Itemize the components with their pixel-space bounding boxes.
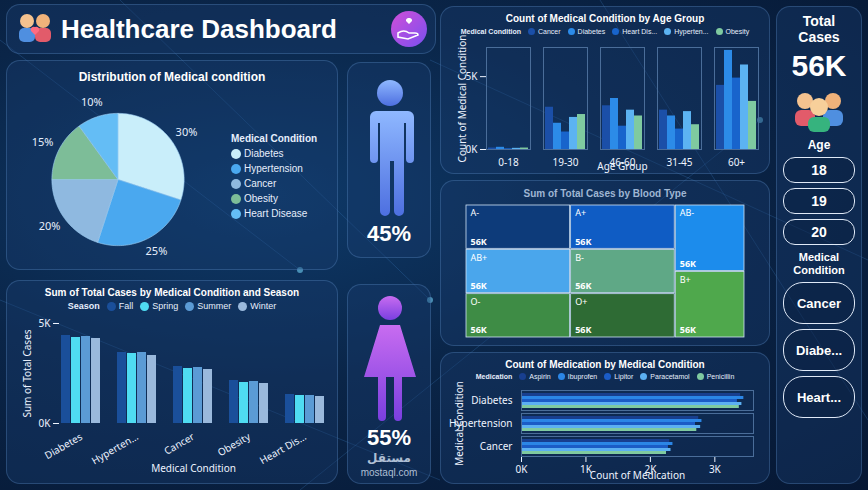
- html-text:Healthcare Dashboard: Healthcare Dashboard: [61, 14, 337, 44]
- html-text:Medical Condition: Medical Condition: [231, 133, 318, 144]
- svg-text:56K: 56K: [471, 235, 487, 248]
- svg-text:0-18: 0-18: [498, 155, 519, 169]
- svg-text:3K: 3K: [709, 462, 722, 476]
- html-text:20: 20: [811, 224, 827, 240]
- svg-text:56K: 56K: [680, 257, 696, 270]
- html-text:Penicillin: Penicillin: [706, 373, 735, 380]
- html-text:Diabetes: Diabetes: [244, 148, 284, 159]
- html-text:مستقل: مستقل: [367, 451, 411, 465]
- svg-text:Count of Medical Condition: Count of Medical Condition: [455, 35, 469, 163]
- svg-text:Cancer: Cancer: [161, 429, 196, 457]
- html-text:Aspirin: Aspirin: [529, 373, 551, 380]
- svg-text:0K: 0K: [516, 462, 529, 476]
- svg-text:31-45: 31-45: [666, 155, 692, 169]
- html-text:Distribution of Medical condit: Distribution of Medical condition: [78, 70, 266, 84]
- html-text:mostaql.com: mostaql.com: [360, 467, 418, 478]
- svg-text:15%: 15%: [32, 134, 54, 149]
- html-text:Heart Disease: Heart Disease: [244, 208, 308, 219]
- svg-text:10%: 10%: [81, 94, 103, 109]
- svg-text:O+: O+: [575, 295, 587, 308]
- html-text:Diabetes: Diabetes: [577, 28, 606, 35]
- svg-text:56K: 56K: [575, 279, 591, 292]
- svg-text:56K: 56K: [471, 323, 487, 336]
- html-text:Count of Medication by Medical: Count of Medication by Medical Condition: [505, 359, 705, 370]
- html-text:Season: Season: [67, 301, 100, 311]
- html-text:Cancer: Cancer: [797, 295, 841, 311]
- svg-text:56K: 56K: [680, 323, 696, 336]
- html-text:Total Cases: Total Cases: [798, 13, 840, 45]
- svg-text:Hyperten...: Hyperten...: [89, 429, 141, 467]
- svg-text:Diabetes: Diabetes: [471, 393, 513, 407]
- html-text:Medical Condition: Medical Condition: [793, 251, 845, 276]
- svg-text:Sum of Total Cases: Sum of Total Cases: [20, 329, 34, 417]
- html-text:Paracetamol: Paracetamol: [650, 373, 690, 380]
- html-text:Age: Age: [807, 138, 831, 152]
- html-text:Lipitor: Lipitor: [614, 373, 634, 380]
- html-text:Obesity: Obesity: [725, 28, 750, 35]
- html-text:Obesity: Obesity: [244, 193, 278, 204]
- svg-text:5K: 5K: [465, 68, 478, 83]
- svg-text:0K: 0K: [39, 416, 52, 430]
- svg-text:Hypertension: Hypertension: [449, 415, 513, 430]
- html-text:Cancer: Cancer: [538, 28, 561, 35]
- html-text:Winter: Winter: [250, 301, 277, 311]
- html-text:Hyperten...: Hyperten...: [674, 28, 709, 35]
- html-text:Sum of Total Cases by Medical: Sum of Total Cases by Medical Condition …: [44, 287, 300, 298]
- svg-text:Diabetes: Diabetes: [42, 429, 85, 462]
- html-text:45%: 45%: [367, 221, 411, 246]
- html-text:Heart Dis...: Heart Dis...: [622, 28, 658, 35]
- html-text:Fall: Fall: [118, 301, 134, 311]
- svg-text:O-: O-: [471, 295, 481, 308]
- html-text:Summer: Summer: [197, 301, 232, 311]
- svg-text:60+: 60+: [728, 155, 745, 169]
- svg-text:20%: 20%: [39, 218, 61, 233]
- html-text:Spring: Spring: [152, 301, 179, 311]
- svg-text:AB-: AB-: [680, 206, 695, 219]
- svg-text:1K: 1K: [580, 461, 592, 476]
- html-text:Count of Medical Condition by: Count of Medical Condition by Age Group: [505, 13, 705, 24]
- html-text:Sum of Total Cases by Blood Ty: Sum of Total Cases by Blood Type: [523, 188, 687, 199]
- html-text:19: 19: [811, 193, 827, 209]
- svg-text:56K: 56K: [575, 235, 591, 248]
- html-text:56K: 56K: [791, 49, 847, 82]
- svg-text:0K: 0K: [465, 141, 478, 156]
- svg-text:Heart Dis...: Heart Dis...: [257, 429, 309, 467]
- svg-text:Obesity: Obesity: [215, 429, 254, 459]
- svg-text:56K: 56K: [471, 279, 487, 292]
- html-text:Heart...: Heart...: [797, 389, 841, 405]
- svg-text:Age Group: Age Group: [597, 159, 647, 173]
- svg-text:B-: B-: [575, 251, 584, 264]
- svg-text:Medical Condition: Medical Condition: [151, 461, 236, 475]
- svg-text:30%: 30%: [176, 124, 198, 139]
- svg-text:25%: 25%: [146, 243, 168, 258]
- svg-text:B+: B+: [680, 273, 691, 286]
- html-text:Hypertension: Hypertension: [244, 163, 303, 174]
- html-text:18: 18: [811, 162, 827, 178]
- svg-text:56K: 56K: [575, 323, 591, 336]
- svg-text:5K: 5K: [39, 316, 52, 330]
- svg-text:19-30: 19-30: [552, 155, 578, 169]
- svg-text:Cancer: Cancer: [480, 439, 513, 453]
- html-text:Medical Condition: Medical Condition: [460, 28, 521, 35]
- html-text:Cancer: Cancer: [244, 178, 277, 189]
- html-text:55%: 55%: [367, 425, 411, 450]
- html-text:Medication: Medication: [475, 373, 513, 380]
- svg-text:A-: A-: [471, 206, 480, 219]
- svg-text:Count of Medication: Count of Medication: [590, 468, 685, 482]
- svg-text:AB+: AB+: [471, 251, 488, 264]
- svg-text:A+: A+: [575, 206, 586, 219]
- html-text:Ibuprofen: Ibuprofen: [567, 373, 598, 380]
- html-text:Diabe...: Diabe...: [795, 342, 843, 358]
- svg-text:Medical Condition: Medical Condition: [452, 381, 466, 466]
